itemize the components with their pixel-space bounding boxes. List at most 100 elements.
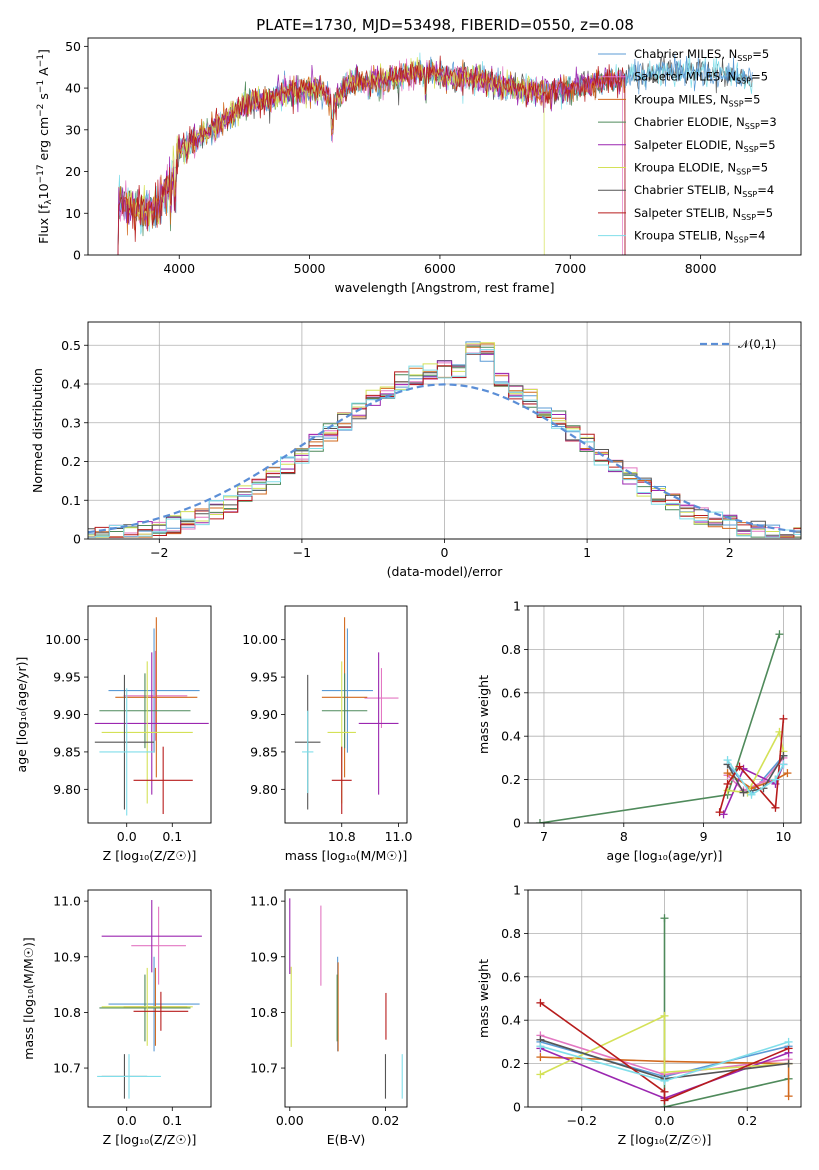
x-axis-label: (data-model)/error <box>387 564 504 579</box>
panel-age_vs_mass: 10.8 11.0 9.80 9.85 9.90 9.95 10.00 mass [log₁₀… <box>242 605 412 863</box>
data-point <box>97 1054 161 1099</box>
data-point <box>321 673 368 749</box>
figure-title: PLATE=1730, MJD=53498, FIBERID=0550, z=0… <box>256 16 634 34</box>
data-point <box>108 956 200 1052</box>
axes-frame <box>87 889 212 1108</box>
y-tick-label: 10 <box>65 206 81 221</box>
x-tick-label: 7000 <box>554 261 586 276</box>
normal-curve <box>88 383 801 534</box>
axes-frame <box>87 321 802 540</box>
legend-entry: Chabrier STELIB, NSSP=4 <box>634 183 774 199</box>
weight-series <box>723 756 788 799</box>
y-tick-label: 9.85 <box>53 744 81 759</box>
legend-entry: Kroupa MILES, NSSP=5 <box>634 92 760 108</box>
legend-entry: Salpeter STELIB, NSSP=5 <box>634 206 773 222</box>
y-tick-label: 10.8 <box>53 1005 81 1020</box>
axes-frame <box>284 605 408 824</box>
axes-frame <box>87 605 212 824</box>
y-tick-label: 9.80 <box>250 782 278 797</box>
histogram-step <box>88 344 801 538</box>
x-tick-label: 4000 <box>163 261 195 276</box>
plot-area-mass_weight_vs_age <box>535 630 792 823</box>
weight-series <box>660 914 793 1107</box>
x-tick-label: −1 <box>293 545 311 560</box>
y-tick-label: 9.90 <box>250 707 278 722</box>
legend-entry: Kroupa STELIB, NSSP=4 <box>634 229 765 245</box>
y-tick-label: 0.4 <box>61 377 81 392</box>
x-tick-label: 0.0 <box>117 829 137 844</box>
histogram-step <box>88 349 801 538</box>
data-point <box>131 906 186 985</box>
y-tick-label: 40 <box>65 81 81 96</box>
axes-frame <box>527 889 802 1108</box>
spectrum-line <box>117 55 753 255</box>
x-axis-label: Z [log₁₀(Z/Z☉)] <box>103 848 197 863</box>
x-tick-label: −0.2 <box>567 1113 597 1128</box>
x-tick-label: 8000 <box>685 261 717 276</box>
data-point <box>331 746 352 815</box>
spectrum-line <box>117 55 626 255</box>
data-point <box>115 617 198 778</box>
y-tick-label: 0.6 <box>501 969 521 984</box>
y-tick-label: 20 <box>65 164 81 179</box>
y-tick-label: 0.8 <box>501 642 521 657</box>
y-axis-label: mass [log₁₀(M/M☉)] <box>21 937 36 1059</box>
x-tick-label: 0.0 <box>655 1113 675 1128</box>
x-axis-label: age [log₁₀(age/yr)] <box>607 848 723 863</box>
data-point <box>364 668 399 728</box>
plot-area-mass_vs_Z <box>97 900 202 1099</box>
plot-area-mass_vs_EBV <box>289 898 403 1099</box>
x-tick-label: 0.00 <box>276 1113 304 1128</box>
weight-series <box>535 630 784 823</box>
y-tick-label: 11.0 <box>53 894 81 909</box>
y-tick-label: 0 <box>513 1100 521 1115</box>
y-tick-label: 9.95 <box>53 670 81 685</box>
y-tick-label: 0.2 <box>501 1056 521 1071</box>
x-tick-label: 0.1 <box>162 1113 182 1128</box>
data-point <box>358 652 399 795</box>
y-tick-label: 10.7 <box>53 1061 81 1076</box>
data-point <box>133 991 189 1031</box>
weight-line <box>663 918 789 1107</box>
x-tick-label: 0.0 <box>117 1113 137 1128</box>
plot-area-mass_weight_vs_Z <box>536 914 793 1107</box>
y-axis-label: age [log₁₀(age/yr)] <box>14 657 29 773</box>
y-tick-label: 10.8 <box>250 1005 278 1020</box>
spectrum-line <box>117 53 753 255</box>
plot-area-age_vs_Z <box>94 617 209 816</box>
weight-line <box>726 755 785 794</box>
y-tick-label: 9.85 <box>250 744 278 759</box>
y-tick-label: 0.4 <box>501 1013 521 1028</box>
plot-area-age_vs_mass <box>294 617 399 815</box>
legend-entry: 𝒩(0,1) <box>738 337 776 351</box>
y-tick-label: 0.1 <box>61 493 81 508</box>
x-tick-label: 0.1 <box>162 829 182 844</box>
y-tick-label: 1 <box>513 883 521 898</box>
data-point <box>94 674 155 810</box>
data-point <box>99 974 191 1042</box>
x-tick-label: 8 <box>620 829 628 844</box>
plot-area-spectrum <box>117 52 753 255</box>
y-tick-label: 9.95 <box>250 670 278 685</box>
x-axis-label: Z [log₁₀(Z/Z☉)] <box>103 1132 197 1147</box>
y-axis-label: mass weight <box>476 675 491 754</box>
y-tick-label: 11.0 <box>250 894 278 909</box>
y-tick-label: 0 <box>73 248 81 263</box>
x-tick-label: −2 <box>150 545 168 560</box>
x-axis-label: E(B-V) <box>327 1132 366 1147</box>
data-point <box>302 710 314 794</box>
panel-mass_weight_vs_Z: −0.2 0.0 0.2 0 0.2 0.4 0.6 0.8 1 Z [log₁₀(Z/Z☉)] m… <box>476 883 802 1147</box>
panel-spectrum: 4000 5000 6000 7000 8000 0 10 20 30 40 50 wavelengt… <box>36 37 802 295</box>
y-tick-label: 0 <box>73 532 81 547</box>
y-tick-label: 50 <box>65 39 81 54</box>
axes-frame <box>284 889 408 1108</box>
panel-mass_vs_Z: 0.0 0.1 10.7 10.8 10.9 11.0 Z [log₁₀(Z/Z☉)] mas… <box>21 889 212 1147</box>
weight-series <box>715 714 788 817</box>
data-point <box>321 628 373 753</box>
x-tick-label: 9 <box>700 829 708 844</box>
data-point <box>99 673 191 749</box>
y-tick-label: 0.5 <box>61 338 81 353</box>
weight-line <box>727 757 785 792</box>
legend: Chabrier MILES, NSSP=5 Salpeter MILES, NS… <box>598 47 777 245</box>
legend-entry: Chabrier MILES, NSSP=5 <box>634 47 769 63</box>
